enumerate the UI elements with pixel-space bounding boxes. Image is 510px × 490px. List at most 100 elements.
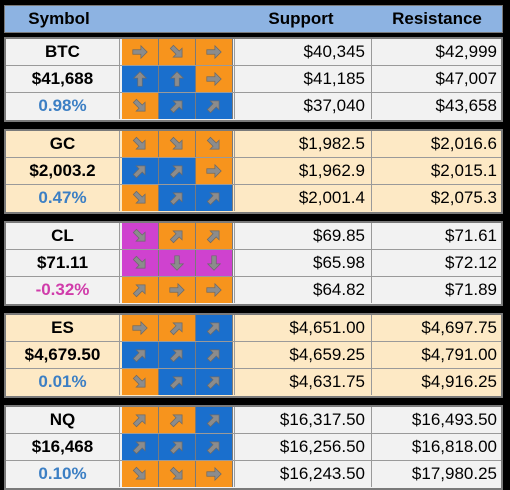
header-symbol: Symbol bbox=[28, 9, 90, 28]
table-header: Symbol Support Resistance bbox=[4, 5, 503, 33]
resistance-value: $16,493.50 bbox=[411, 410, 497, 429]
table-row: $41,688 $41,185 $47,007 bbox=[6, 66, 501, 93]
symbol-groups: BTC $40,345 $42,999 $41,688 bbox=[4, 37, 503, 490]
trend-arrow-cell bbox=[122, 131, 159, 157]
symbol-group: BTC $40,345 $42,999 $41,688 bbox=[4, 37, 503, 122]
up-right-arrow-icon bbox=[132, 414, 146, 428]
table-row: -0.32% $64.82 $71.89 bbox=[6, 277, 501, 304]
trend-arrow-cell bbox=[196, 407, 233, 433]
support-value: $64.82 bbox=[234, 277, 372, 303]
down-right-arrow-icon bbox=[132, 190, 146, 204]
trend-arrow-cell bbox=[159, 131, 196, 157]
trend-arrow-cell bbox=[122, 369, 159, 395]
symbol-ticker: NQ bbox=[6, 407, 120, 433]
trend-arrow-cell bbox=[159, 66, 196, 92]
down-right-arrow-icon bbox=[132, 374, 146, 388]
support-value: $4,631.75 bbox=[234, 369, 372, 395]
trend-arrow-cell bbox=[122, 185, 159, 211]
up-right-arrow-icon bbox=[206, 349, 220, 363]
resistance-value: $72.12 bbox=[445, 253, 497, 272]
header-support: Support bbox=[268, 9, 334, 28]
support-value: $2,001.4 bbox=[234, 185, 372, 211]
support-value: $37,040 bbox=[234, 93, 372, 119]
table-row: 0.01% $4,631.75 $4,916.25 bbox=[6, 369, 501, 396]
up-right-arrow-icon bbox=[206, 322, 220, 336]
resistance-value: $4,697.75 bbox=[421, 318, 497, 337]
resistance-value: $47,007 bbox=[435, 69, 497, 88]
trend-arrow-cell bbox=[159, 434, 196, 460]
trend-arrow-cell bbox=[196, 66, 233, 92]
down-right-arrow-icon bbox=[206, 136, 220, 150]
up-right-arrow-icon bbox=[132, 284, 146, 298]
resistance-value: $16,818.00 bbox=[411, 437, 497, 456]
right-arrow-icon bbox=[132, 320, 148, 336]
up-arrow-icon bbox=[132, 71, 148, 87]
trend-arrow-cell bbox=[196, 39, 233, 65]
table-row: NQ $16,317.50 $16,493.50 bbox=[6, 407, 501, 434]
support-value: $1,982.5 bbox=[234, 131, 372, 157]
symbol-change: 0.47% bbox=[6, 185, 120, 211]
resistance-value: $2,016.6 bbox=[430, 134, 497, 153]
table-row: $16,468 $16,256.50 $16,818.00 bbox=[6, 434, 501, 461]
table-row: $4,679.50 $4,659.25 $4,791.00 bbox=[6, 342, 501, 369]
symbol-change: -0.32% bbox=[6, 277, 120, 303]
symbol-ticker: CL bbox=[6, 223, 120, 249]
up-right-arrow-icon bbox=[206, 192, 220, 206]
up-right-arrow-icon bbox=[206, 441, 220, 455]
support-value: $65.98 bbox=[234, 250, 372, 276]
down-right-arrow-icon bbox=[169, 44, 183, 58]
resistance-value: $4,791.00 bbox=[421, 345, 497, 364]
trend-arrow-cell bbox=[159, 158, 196, 184]
resistance-value: $42,999 bbox=[435, 42, 497, 61]
trend-arrow-cell bbox=[196, 185, 233, 211]
up-right-arrow-icon bbox=[169, 349, 183, 363]
trend-arrow-cell bbox=[159, 277, 196, 303]
symbol-change: 0.98% bbox=[6, 93, 120, 119]
down-arrow-icon bbox=[169, 255, 185, 271]
trend-arrow-cell bbox=[196, 223, 233, 249]
table-row: BTC $40,345 $42,999 bbox=[6, 39, 501, 66]
trend-arrow-cell bbox=[122, 315, 159, 341]
right-arrow-icon bbox=[132, 44, 148, 60]
trend-arrow-cell bbox=[122, 407, 159, 433]
trend-arrow-cell bbox=[122, 461, 159, 487]
up-right-arrow-icon bbox=[169, 322, 183, 336]
trend-arrow-cell bbox=[196, 369, 233, 395]
trend-arrow-cell bbox=[159, 342, 196, 368]
trend-arrow-cell bbox=[196, 131, 233, 157]
resistance-value: $17,980.25 bbox=[411, 464, 497, 483]
symbol-change: 0.01% bbox=[6, 369, 120, 395]
resistance-value: $2,075.3 bbox=[430, 188, 497, 207]
symbol-group: CL $69.85 $71.61 $71.11 bbox=[4, 221, 503, 306]
symbol-ticker: GC bbox=[6, 131, 120, 157]
trend-arrow-cell bbox=[122, 39, 159, 65]
symbol-group: GC $1,982.5 $2,016.6 $2,003.2 bbox=[4, 129, 503, 214]
up-right-arrow-icon bbox=[169, 441, 183, 455]
symbol-price: $16,468 bbox=[6, 434, 120, 460]
trend-arrow-cell bbox=[196, 93, 233, 119]
support-value: $16,256.50 bbox=[234, 434, 372, 460]
symbol-price: $41,688 bbox=[6, 66, 120, 92]
right-arrow-icon bbox=[206, 44, 222, 60]
support-value: $4,659.25 bbox=[234, 342, 372, 368]
trend-arrow-cell bbox=[122, 250, 159, 276]
up-right-arrow-icon bbox=[206, 230, 220, 244]
up-arrow-icon bbox=[169, 71, 185, 87]
trend-arrow-cell bbox=[196, 461, 233, 487]
down-right-arrow-icon bbox=[169, 466, 183, 480]
header-resistance: Resistance bbox=[392, 9, 482, 28]
down-right-arrow-icon bbox=[132, 228, 146, 242]
resistance-value: $43,658 bbox=[435, 96, 497, 115]
resistance-value: $4,916.25 bbox=[421, 372, 497, 391]
trend-arrow-cell bbox=[122, 223, 159, 249]
support-value: $4,651.00 bbox=[234, 315, 372, 341]
down-arrow-icon bbox=[206, 255, 222, 271]
trend-arrow-cell bbox=[196, 277, 233, 303]
right-arrow-icon bbox=[206, 282, 222, 298]
trend-arrow-cell bbox=[122, 158, 159, 184]
up-right-arrow-icon bbox=[132, 165, 146, 179]
symbol-group: ES $4,651.00 $4,697.75 $4,679.50 bbox=[4, 313, 503, 398]
up-right-arrow-icon bbox=[132, 441, 146, 455]
trend-arrow-cell bbox=[196, 434, 233, 460]
trend-arrow-cell bbox=[159, 39, 196, 65]
